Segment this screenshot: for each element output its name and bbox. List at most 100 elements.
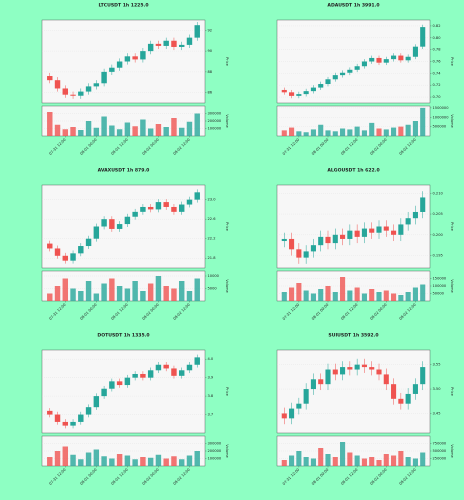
volume-bar xyxy=(47,457,53,466)
volume-bar xyxy=(109,125,115,136)
candle-body xyxy=(347,367,353,370)
volume-bar xyxy=(303,457,309,466)
volume-bar xyxy=(124,455,131,466)
volume-bar xyxy=(194,451,200,466)
candle-body xyxy=(296,403,302,409)
y-axis-label: Price xyxy=(450,57,454,67)
volume-bar xyxy=(132,459,138,466)
candle-body xyxy=(85,238,92,247)
volume-bar xyxy=(140,291,146,301)
volume-bar xyxy=(361,293,367,301)
candle-body xyxy=(178,204,185,212)
y-tick-label: 21.8 xyxy=(208,256,217,260)
volume-tick-label: 100000 xyxy=(433,284,447,288)
candle-body xyxy=(186,199,193,205)
volume-bar xyxy=(369,457,375,466)
x-tick-label: 08-01 00:00 xyxy=(311,137,330,156)
volume-panel xyxy=(41,270,206,302)
candle-body xyxy=(361,61,367,67)
candle-body xyxy=(178,370,185,376)
candle-body xyxy=(109,67,115,72)
volume-bar xyxy=(383,290,389,301)
x-tick-label: 07-31 12:00 xyxy=(282,302,301,321)
y-tick-label: 0.78 xyxy=(433,48,442,52)
volume-bar xyxy=(186,455,193,466)
chart-title: SUIUSDT 1h 3592.0 xyxy=(328,333,378,339)
volume-tick-label: 500000 xyxy=(433,449,447,453)
volume-bar xyxy=(178,281,185,301)
candle-body xyxy=(340,367,346,375)
volume-tick-label: 100000 xyxy=(208,127,222,131)
volume-bar xyxy=(310,293,316,301)
volume-bar xyxy=(186,121,193,136)
candle-body xyxy=(54,248,61,256)
x-tick-label: 08-02 00:00 xyxy=(141,467,160,486)
candle-body xyxy=(85,407,92,415)
volume-bar xyxy=(47,112,53,136)
candle-body xyxy=(325,369,331,385)
candle-body xyxy=(296,249,302,258)
volume-bar xyxy=(296,451,302,466)
candle-body xyxy=(281,413,287,419)
candle-body xyxy=(47,243,53,249)
y-axis-label: Price xyxy=(450,222,454,232)
volume-bar xyxy=(340,442,346,466)
price-panel xyxy=(41,19,206,104)
volume-bar xyxy=(383,454,389,466)
volume-bar xyxy=(194,278,200,301)
x-tick-label: 08-01 12:00 xyxy=(110,467,129,486)
volume-bar xyxy=(391,127,397,136)
volume-bar xyxy=(147,283,154,301)
candle-body xyxy=(155,43,162,46)
candle-body xyxy=(354,364,360,370)
volume-bar xyxy=(347,290,353,301)
volume-bar xyxy=(70,454,76,466)
volume-bar xyxy=(163,127,169,136)
volume-bar xyxy=(194,113,200,136)
candle-body xyxy=(318,84,324,88)
volume-bar xyxy=(132,126,138,136)
volume-bar xyxy=(78,130,84,136)
candle-body xyxy=(132,373,138,378)
candle-body xyxy=(194,192,200,200)
candle-body xyxy=(163,40,169,46)
candle-body xyxy=(101,71,107,84)
candle-body xyxy=(412,46,418,57)
candle-body xyxy=(62,421,69,426)
volume-bar xyxy=(281,460,287,466)
volume-bar xyxy=(70,127,76,136)
volume-bar xyxy=(85,281,92,301)
candle-body xyxy=(318,236,324,246)
volume-bar xyxy=(124,122,131,136)
volume-bar xyxy=(140,119,146,136)
volume-bar xyxy=(289,127,295,136)
volume-bar xyxy=(116,129,123,136)
candle-body xyxy=(124,216,131,225)
x-tick-label: 08-01 12:00 xyxy=(110,137,129,156)
candle-body xyxy=(303,389,309,404)
candle-body xyxy=(62,88,69,95)
x-tick-label: 08-01 12:00 xyxy=(340,467,359,486)
candle-body xyxy=(47,410,53,415)
candle-body xyxy=(383,59,389,63)
candle-body xyxy=(47,76,53,81)
volume-tick-label: 200000 xyxy=(208,119,222,123)
price-panel xyxy=(41,184,206,269)
candle-body xyxy=(369,367,375,370)
candle-body xyxy=(147,370,154,378)
candle-body xyxy=(398,55,404,61)
candle-body xyxy=(332,234,338,244)
volume-bar xyxy=(62,278,69,301)
volume-bar xyxy=(332,131,338,136)
x-tick-label: 08-02 12:00 xyxy=(398,302,417,321)
volume-bar xyxy=(318,448,324,466)
candle-body xyxy=(163,364,169,369)
price-panel xyxy=(276,349,431,434)
x-tick-label: 08-02 00:00 xyxy=(369,137,388,156)
volume-bar xyxy=(369,122,375,136)
chart-title: DOTUSDT 1h 1335.0 xyxy=(97,333,149,339)
y-tick-label: 0.72 xyxy=(433,83,441,87)
volume-bar xyxy=(332,292,338,301)
volume-bar xyxy=(398,295,404,301)
